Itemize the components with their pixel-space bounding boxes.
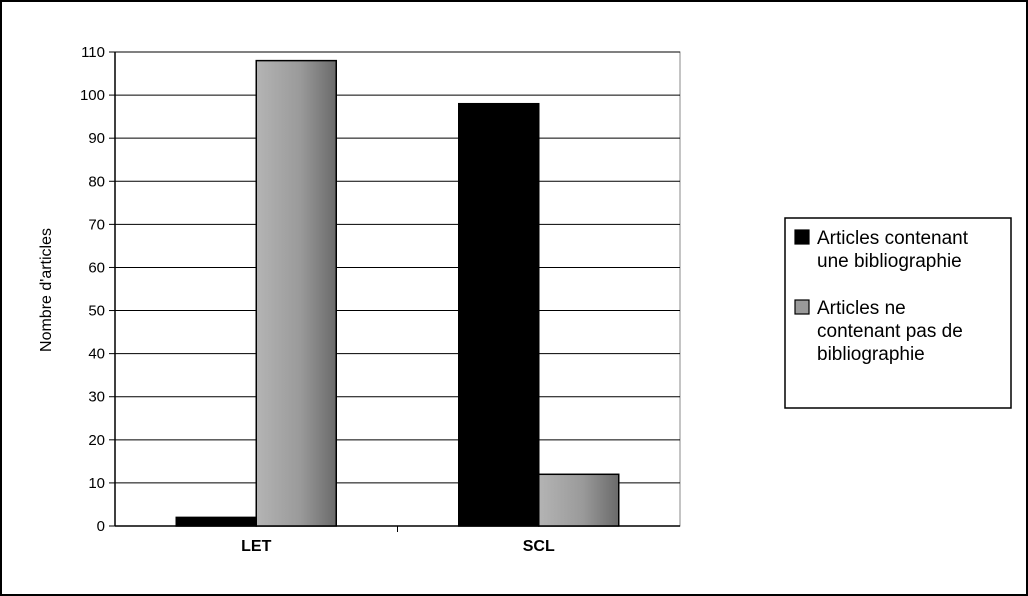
y-tick-label: 80 [88,173,105,190]
y-tick-label: 30 [88,389,105,406]
legend-entry-text: bibliographie [817,344,925,365]
x-category-label: SCL [523,538,555,555]
legend-entry-text: Articles ne [817,298,906,319]
y-tick-label: 10 [88,475,105,492]
y-tick-label: 60 [88,259,105,276]
bar-scl-series-1 [459,104,539,526]
legend-entry-text: Articles contenant [817,228,969,249]
y-tick-label: 40 [88,346,105,363]
y-axis-title: Nombre d'articles [38,228,55,352]
y-tick-label: 100 [80,87,105,104]
legend-swatch [795,230,809,244]
plot-background [115,52,680,526]
y-tick-label: 90 [88,130,105,147]
bar-let-series-1 [176,517,256,526]
legend-swatch [795,300,809,314]
y-tick-label: 50 [88,303,105,320]
x-category-label: LET [241,538,271,555]
legend-entry-text: contenant pas de [817,321,963,342]
legend-entry-text: une bibliographie [817,251,962,272]
plot-area: 0 10 20 30 40 50 60 70 80 90 100 110 LET SCL [80,44,680,555]
bar-scl-series-2 [539,474,619,526]
y-tick-label: 110 [81,44,105,61]
y-tick-label: 70 [88,216,105,233]
y-tick-label: 20 [88,432,105,449]
bar-let-series-2 [256,61,336,526]
y-tick-label: 0 [97,518,105,535]
